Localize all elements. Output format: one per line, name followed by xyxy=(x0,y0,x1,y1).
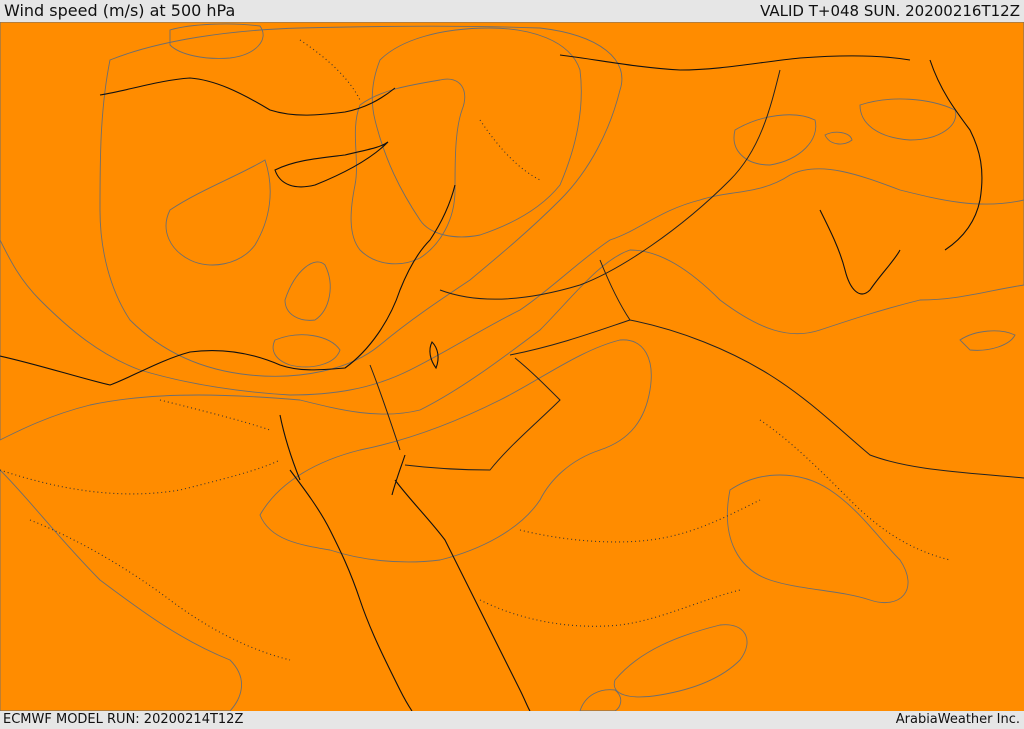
band-orange-blob-3 xyxy=(824,131,853,145)
band-light-orange-pocket xyxy=(726,474,909,604)
band-gold-pocket-3 xyxy=(272,334,341,368)
band-yellow xyxy=(99,25,623,377)
band-gold-pocket-2 xyxy=(284,261,331,321)
boundary-dotted-1 xyxy=(0,459,281,495)
band-light-orange-west xyxy=(0,22,1024,441)
band-light-orange-southwest xyxy=(0,469,242,711)
boundary-dotted-2 xyxy=(29,519,291,661)
band-gold xyxy=(0,22,1024,396)
model-run-label: ECMWF MODEL RUN: 20200214T12Z xyxy=(3,712,244,727)
wind-speed-map xyxy=(0,22,1024,711)
band-dark-orange xyxy=(259,339,652,563)
border-levant xyxy=(439,69,781,300)
coastline-red-sea-east xyxy=(394,479,531,711)
band-gold-pocket-1 xyxy=(165,159,271,266)
border-jordan-saudi xyxy=(599,259,631,321)
band-orange-blob-1 xyxy=(733,114,817,166)
band-dark-orange-east xyxy=(959,330,1016,351)
band-orange-base xyxy=(0,22,1024,711)
band-orange-blob-2 xyxy=(859,98,957,141)
footer-bar: ECMWF MODEL RUN: 20200214T12Z ArabiaWeat… xyxy=(0,711,1024,729)
header-bar: Wind speed (m/s) at 500 hPa VALID T+048 … xyxy=(0,0,1024,22)
coastline-dead-sea xyxy=(429,341,439,370)
band-peach xyxy=(371,27,582,238)
coastline-persian-gulf xyxy=(819,209,901,295)
band-white-core xyxy=(350,78,466,265)
coastline-mediterranean xyxy=(0,184,456,386)
coastline-cyprus xyxy=(274,141,389,188)
band-dark-orange-bottom xyxy=(579,689,622,711)
border-iraq-saudi xyxy=(509,319,1024,479)
boundary-dotted-6 xyxy=(479,119,541,181)
border-egypt-sudan xyxy=(404,357,561,471)
boundary-dotted-5 xyxy=(759,419,951,561)
credit-label: ArabiaWeather Inc. xyxy=(895,712,1020,727)
boundary-dotted-7 xyxy=(299,39,361,101)
map-area xyxy=(0,22,1024,711)
map-title: Wind speed (m/s) at 500 hPa xyxy=(4,1,236,20)
boundary-dotted-4 xyxy=(479,589,741,627)
coastline-caspian xyxy=(929,59,983,251)
coastline-gulf-of-aqaba xyxy=(391,454,406,496)
border-sinai xyxy=(369,364,401,451)
boundary-dotted-8 xyxy=(159,399,271,431)
band-peach-north xyxy=(169,23,264,59)
valid-time: VALID T+048 SUN. 20200216T12Z xyxy=(760,2,1020,20)
coastline-anatolia xyxy=(99,77,396,116)
coastline-red-sea xyxy=(289,469,413,711)
band-dark-orange-south xyxy=(613,624,748,698)
coastline-gulf-of-suez xyxy=(279,414,301,481)
coastline-black-sea xyxy=(559,54,911,71)
